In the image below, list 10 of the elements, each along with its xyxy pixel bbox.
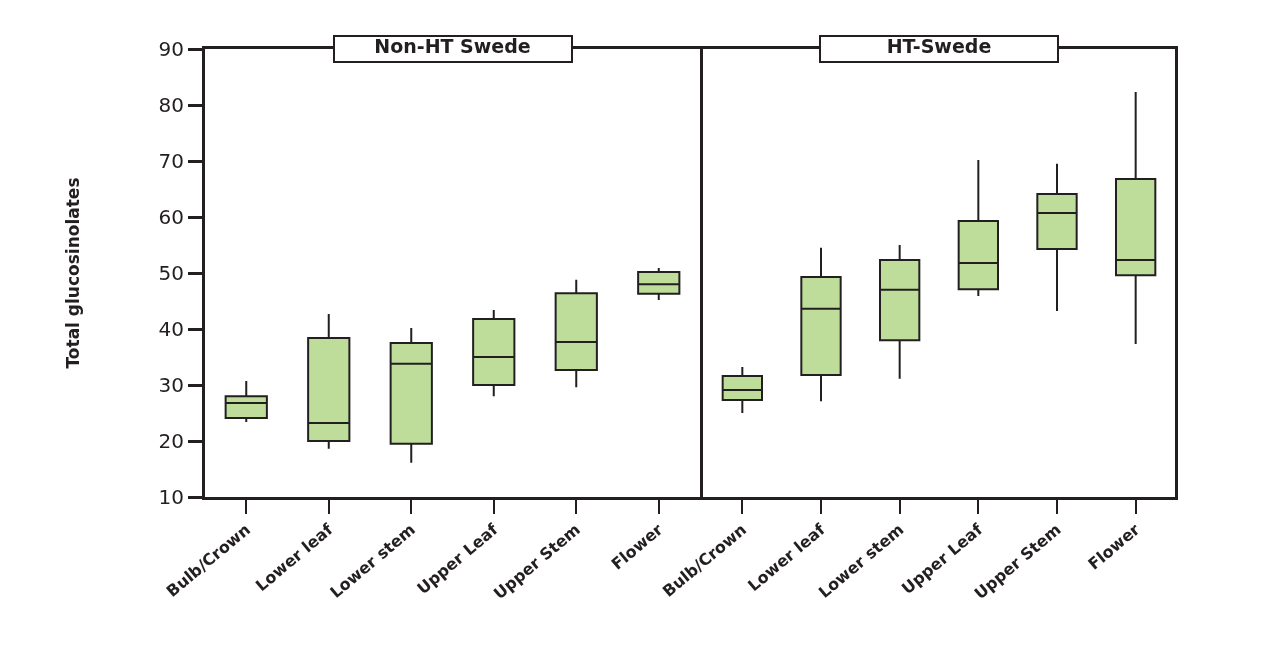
y-axis-title: Total glucosinolates <box>63 177 84 369</box>
y-tick-label: 20 <box>158 429 184 453</box>
y-tick-label: 60 <box>158 205 184 229</box>
y-tick-label: 90 <box>158 37 184 61</box>
y-tick-label: 80 <box>158 93 184 117</box>
y-tick-label: 40 <box>158 317 184 341</box>
y-tick-label: 10 <box>158 485 184 509</box>
y-tick-label: 70 <box>158 149 184 173</box>
y-tick-label: 50 <box>158 261 184 285</box>
y-tick-label: 30 <box>158 373 184 397</box>
